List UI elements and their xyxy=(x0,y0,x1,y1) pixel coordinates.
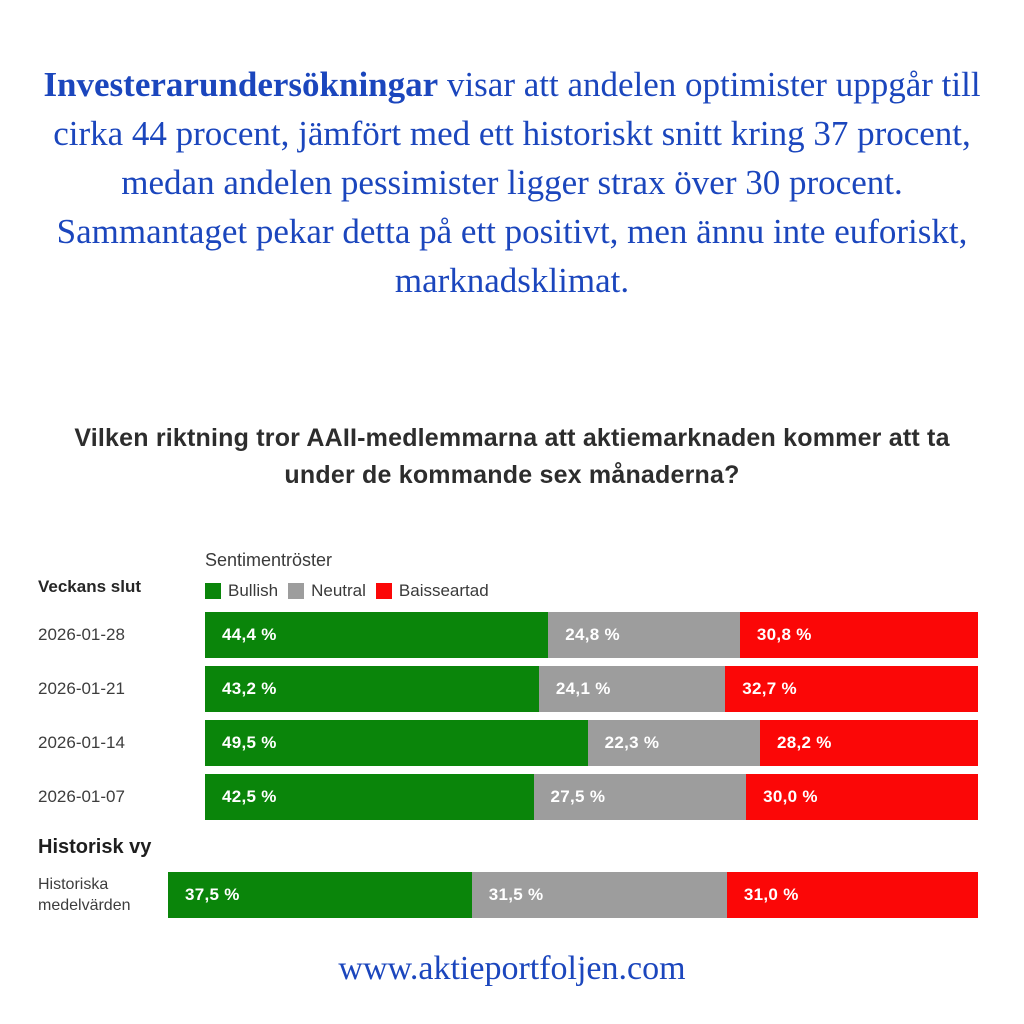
bar-value-label: 27,5 % xyxy=(550,787,606,806)
bar-segment-baisseartad: 30,8 % xyxy=(739,612,978,658)
stacked-bar: 37,5 % 31,5 % 31,0 % xyxy=(168,872,978,918)
bar-value-label: 22,3 % xyxy=(604,733,660,752)
bar-segment-baisseartad: 28,2 % xyxy=(760,720,978,766)
bar-segment-bullish: 37,5 % xyxy=(168,872,472,918)
section-label-weekly: Veckans slut xyxy=(38,577,142,596)
legend-item-bullish: Bullish xyxy=(205,581,278,601)
bar-value-label: 31,0 % xyxy=(743,885,799,904)
weekly-rows: 2026-01-28 44,4 % 24,8 % 30,8 % 2026-01-21 43… xyxy=(38,612,978,828)
chart-row: 2026-01-07 42,5 % 27,5 % 30,0 % xyxy=(38,774,978,820)
legend-label: Neutral xyxy=(311,581,366,600)
chart-title: Vilken riktning tror AAII-medlemmarna at… xyxy=(74,424,950,489)
bar-segment-neutral: 24,8 % xyxy=(548,612,740,658)
bar-value-label: 24,1 % xyxy=(555,679,611,698)
bar-segment-bullish: 43,2 % xyxy=(205,666,539,712)
legend-label: Baisseartad xyxy=(398,581,489,600)
bar-segment-baisseartad: 30,0 % xyxy=(746,774,978,820)
bar-value-label: 37,5 % xyxy=(185,885,240,904)
bar-segment-bullish: 49,5 % xyxy=(205,720,588,766)
bar-value-label: 30,8 % xyxy=(756,625,812,644)
sentiment-chart: Sentimentröster Veckans slut Bullish Neut… xyxy=(38,550,978,930)
legend-swatch-icon xyxy=(375,583,392,599)
footer-url: www.aktieportfoljen.com xyxy=(338,950,686,987)
intro-body-text: visar att andelen optimister uppgår till… xyxy=(53,65,981,300)
legend-title: Sentimentröster xyxy=(205,550,333,570)
row-label: 2026-01-14 xyxy=(38,733,125,752)
bar-value-label: 24,8 % xyxy=(565,625,620,644)
row-label: 2026-01-21 xyxy=(38,679,125,698)
bar-value-label: 42,5 % xyxy=(222,787,277,806)
intro-paragraph: Investerarundersökningar visar att andel… xyxy=(42,60,982,305)
legend-item-neutral: Neutral xyxy=(288,581,366,601)
stacked-bar: 44,4 % 24,8 % 30,8 % xyxy=(205,612,978,658)
bar-segment-neutral: 24,1 % xyxy=(538,666,726,712)
bar-segment-neutral: 27,5 % xyxy=(533,774,747,820)
row-label: Historiska medelvärden xyxy=(38,876,131,914)
bar-segment-bullish: 42,5 % xyxy=(205,774,534,820)
history-row-wrap: Historiska medelvärden 37,5 % 31,5 % 31,0 % xyxy=(38,872,978,926)
bar-value-label: 43,2 % xyxy=(222,679,277,698)
bar-value-label: 28,2 % xyxy=(777,733,832,752)
legend-label: Bullish xyxy=(228,581,279,600)
chart-row: 2026-01-21 43,2 % 24,1 % 32,7 % xyxy=(38,666,978,712)
bar-segment-neutral: 22,3 % xyxy=(587,720,760,766)
stacked-bar: 42,5 % 27,5 % 30,0 % xyxy=(205,774,978,820)
bar-segment-neutral: 31,5 % xyxy=(471,872,727,918)
legend-swatch-icon xyxy=(288,583,305,599)
section-label-history: Historisk vy xyxy=(38,836,152,858)
stacked-bar: 49,5 % 22,3 % 28,2 % xyxy=(205,720,978,766)
row-label: 2026-01-07 xyxy=(38,787,125,806)
chart-row: 2026-01-14 49,5 % 22,3 % 28,2 % xyxy=(38,720,978,766)
intro-lead-word: Investerarundersökningar xyxy=(43,65,439,104)
row-label: 2026-01-28 xyxy=(38,625,125,644)
legend-item-baisseartad: Baisseartad xyxy=(375,581,489,601)
bar-value-label: 44,4 % xyxy=(222,625,277,644)
bar-segment-baisseartad: 31,0 % xyxy=(726,872,978,918)
chart-row: 2026-01-28 44,4 % 24,8 % 30,8 % xyxy=(38,612,978,658)
bar-value-label: 49,5 % xyxy=(222,733,277,752)
chart-row: Historiska medelvärden 37,5 % 31,5 % 31,0 % xyxy=(38,872,978,918)
legend-items: Bullish Neutral Baisseartad xyxy=(205,581,489,601)
bar-value-label: 32,7 % xyxy=(742,679,797,698)
stacked-bar: 43,2 % 24,1 % 32,7 % xyxy=(205,666,978,712)
bar-value-label: 31,5 % xyxy=(488,885,544,904)
bar-value-label: 30,0 % xyxy=(763,787,818,806)
bar-segment-bullish: 44,4 % xyxy=(205,612,549,658)
bar-segment-baisseartad: 32,7 % xyxy=(725,666,978,712)
legend-swatch-icon xyxy=(205,583,221,599)
